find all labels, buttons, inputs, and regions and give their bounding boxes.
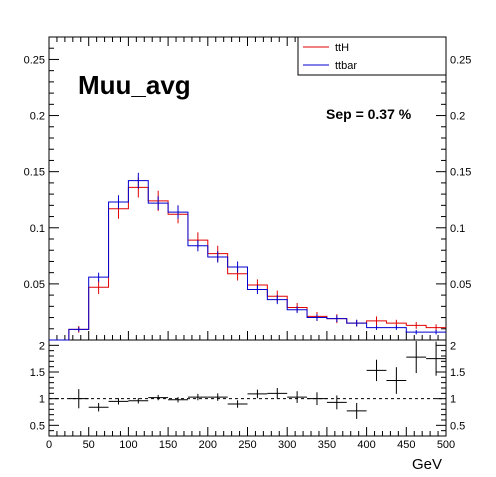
legend-label-tth: ttH: [335, 42, 349, 54]
ratio-point: [287, 391, 308, 403]
y-tick-label-left: 0.15: [24, 167, 45, 179]
chart-title: Muu_avg: [78, 70, 191, 100]
y-tick-label-right: 0.05: [450, 279, 471, 291]
series-ttbar: [49, 172, 446, 341]
ratio-point: [68, 389, 89, 409]
ratio-y-tick-label-right: 1: [450, 394, 456, 406]
ratio-y-tick-label-right: 2: [450, 340, 456, 352]
ratio-point: [326, 395, 347, 410]
ratio-point: [386, 367, 407, 394]
x-axis-label: GeV: [412, 456, 442, 472]
y-tick-label-left: 0.1: [30, 223, 45, 235]
ratio-point: [426, 341, 446, 376]
x-tick-label: 250: [238, 439, 256, 451]
x-tick-label: 0: [46, 439, 52, 451]
ratio-point: [168, 397, 188, 403]
ratio-y-tick-label-left: 1: [39, 394, 45, 406]
ratio-point: [307, 392, 327, 406]
y-tick-label-right: 0.2: [450, 111, 465, 123]
ratio-y-tick-label-right: 0.5: [450, 420, 465, 432]
y-tick-label-right: 0.25: [450, 54, 471, 66]
ratio-point: [148, 394, 169, 401]
ratio-axis-ticks: 0.5 0.5 1 1 1.5 1.5 2 2 0 50 100 150 200 250 300 350 400…: [30, 340, 466, 451]
x-tick-label: 50: [83, 439, 95, 451]
y-tick-label-left: 0.25: [24, 54, 45, 66]
ratio-point: [346, 402, 367, 419]
ratio-point: [267, 388, 288, 399]
y-tick-label-right: 0.15: [450, 167, 471, 179]
ratio-y-tick-label-left: 2: [39, 340, 45, 352]
ratio-point: [88, 402, 109, 412]
ratio-point: [406, 341, 427, 374]
ratio-points: [68, 341, 446, 419]
x-tick-label: 400: [357, 439, 375, 451]
ratio-y-tick-label-left: 1.5: [30, 367, 45, 379]
ratio-point: [108, 398, 129, 405]
ratio-y-tick-label-right: 1.5: [450, 367, 465, 379]
ratio-point: [227, 400, 248, 408]
y-tick-label-right: 0.1: [450, 223, 465, 235]
legend: ttH ttbar: [297, 36, 447, 76]
x-tick-label: 350: [318, 439, 336, 451]
x-tick-label: 450: [397, 439, 415, 451]
legend-box: [297, 36, 447, 76]
legend-label-ttbar: ttbar: [335, 60, 357, 72]
ratio-point: [247, 389, 268, 399]
ratio-point: [128, 398, 149, 404]
separation-annotation: Sep = 0.37 %: [326, 106, 412, 122]
x-tick-label: 300: [278, 439, 296, 451]
ratio-point: [207, 393, 228, 401]
histogram-series: [49, 172, 446, 341]
ratio-point: [187, 393, 208, 401]
ratio-y-tick-label-left: 0.5: [30, 420, 45, 432]
x-tick-label: 150: [159, 439, 177, 451]
y-tick-label-left: 0.05: [24, 279, 45, 291]
y-tick-label-left: 0.2: [30, 111, 45, 123]
ratio-point: [366, 359, 387, 382]
x-tick-label: 500: [437, 439, 455, 451]
x-tick-label: 200: [199, 439, 217, 451]
x-tick-label: 100: [119, 439, 137, 451]
